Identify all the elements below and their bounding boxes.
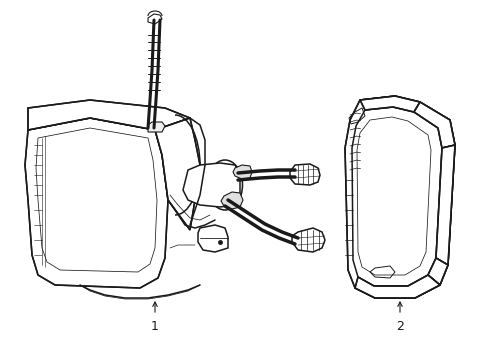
Polygon shape	[148, 122, 164, 132]
Text: 2: 2	[395, 320, 403, 333]
Polygon shape	[25, 118, 168, 288]
Polygon shape	[28, 100, 190, 130]
Polygon shape	[232, 165, 251, 179]
Polygon shape	[427, 258, 447, 285]
Polygon shape	[291, 228, 325, 252]
Polygon shape	[289, 164, 319, 185]
Polygon shape	[359, 96, 419, 112]
Polygon shape	[345, 96, 454, 298]
Polygon shape	[354, 275, 439, 298]
Polygon shape	[155, 118, 200, 230]
Text: 1: 1	[151, 320, 159, 333]
Polygon shape	[221, 192, 243, 209]
Polygon shape	[198, 225, 227, 252]
Polygon shape	[413, 102, 454, 148]
Polygon shape	[435, 145, 454, 265]
Polygon shape	[183, 163, 240, 207]
